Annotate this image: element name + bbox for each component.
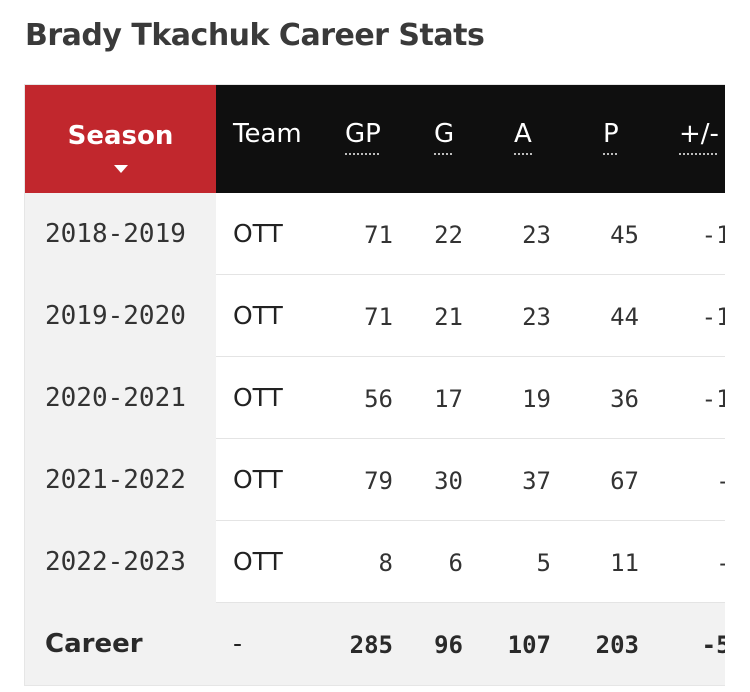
a-cell: 37 [522, 467, 551, 495]
career-totals-row: Career - 285 96 107 203 -53 [25, 603, 725, 685]
season-cell: 2018-2019 [25, 193, 216, 275]
team-column-header[interactable]: Team [233, 119, 302, 149]
team-cell: - [233, 629, 243, 658]
p-cell: 45 [610, 221, 639, 249]
gp-total: 285 [349, 631, 393, 659]
page-title: Brady Tkachuk Career Stats [25, 18, 485, 53]
a-cell: 23 [522, 221, 551, 249]
p-cell: 11 [610, 549, 639, 577]
plus-minus-column-header[interactable]: +/- [679, 119, 719, 155]
gp-cell: 79 [364, 467, 393, 495]
sort-descending-icon [114, 165, 128, 173]
g-cell: 30 [434, 467, 463, 495]
plus-minus-cell: -14 [701, 303, 725, 331]
career-stats-table: Season Team GP G A P +/- 2018-2019 OTT 7… [24, 84, 725, 686]
a-cell: 19 [522, 385, 551, 413]
p-column-header[interactable]: P [603, 119, 619, 155]
g-cell: 6 [448, 549, 463, 577]
table-row: 2022-2023 OTT 8 6 5 11 -5 [25, 521, 725, 603]
table-row: 2021-2022 OTT 79 30 37 67 -7 [25, 439, 725, 521]
a-column-header[interactable]: A [514, 119, 532, 155]
table-header-row: Season Team GP G A P +/- [25, 85, 725, 193]
table-row: 2018-2019 OTT 71 22 23 45 -10 [25, 193, 725, 275]
team-cell: OTT [233, 383, 283, 412]
g-column-header[interactable]: G [434, 119, 455, 155]
team-cell: OTT [233, 465, 283, 494]
gp-cell: 71 [364, 221, 393, 249]
a-cell: 5 [536, 549, 551, 577]
p-cell: 36 [610, 385, 639, 413]
a-cell: 23 [522, 303, 551, 331]
gp-column-header[interactable]: GP [345, 119, 381, 155]
p-cell: 44 [610, 303, 639, 331]
g-cell: 22 [434, 221, 463, 249]
p-cell: 67 [610, 467, 639, 495]
season-header-label: Season [67, 121, 174, 151]
a-total: 107 [507, 631, 551, 659]
p-total: 203 [595, 631, 639, 659]
g-total: 96 [434, 631, 463, 659]
plus-minus-cell: -5 [655, 549, 725, 577]
career-label: Career [45, 629, 143, 659]
season-cell: 2019-2020 [25, 275, 216, 357]
g-cell: 17 [434, 385, 463, 413]
team-cell: OTT [233, 547, 283, 576]
plus-minus-total: -53 [701, 631, 725, 659]
plus-minus-cell: -17 [701, 385, 725, 413]
gp-cell: 56 [364, 385, 393, 413]
season-cell: 2021-2022 [25, 439, 216, 521]
season-cell: 2020-2021 [25, 357, 216, 439]
season-cell: 2022-2023 [25, 521, 216, 603]
plus-minus-cell: -10 [701, 221, 725, 249]
team-cell: OTT [233, 301, 283, 330]
table-row: 2019-2020 OTT 71 21 23 44 -14 [25, 275, 725, 357]
team-cell: OTT [233, 219, 283, 248]
gp-cell: 8 [378, 549, 393, 577]
season-column-header[interactable]: Season [25, 85, 216, 193]
plus-minus-cell: -7 [655, 467, 725, 495]
table-row: 2020-2021 OTT 56 17 19 36 -17 [25, 357, 725, 439]
gp-cell: 71 [364, 303, 393, 331]
g-cell: 21 [434, 303, 463, 331]
